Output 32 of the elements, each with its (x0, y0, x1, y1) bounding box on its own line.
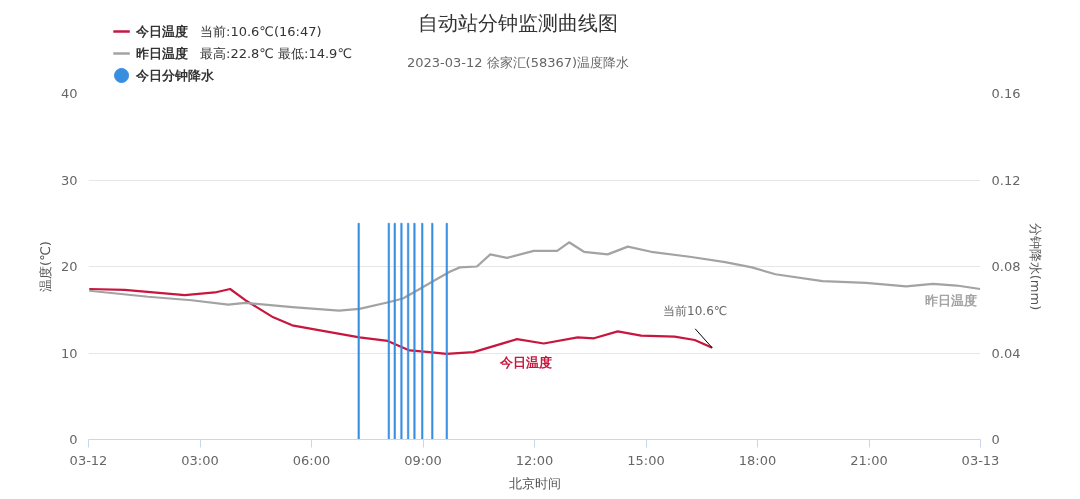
y2-tick-label: 0.12 (991, 172, 1021, 188)
y-tick-label: 30 (60, 172, 78, 188)
x-tick-label: 15:00 (627, 452, 665, 468)
y2-tick-label: 0 (991, 432, 1000, 447)
x-tick-label: 06:00 (292, 452, 331, 468)
y-tick-label: 0 (69, 432, 78, 447)
x-tick-label: 21:00 (850, 452, 888, 468)
text: 今日温度 (499, 355, 552, 370)
y2-tick-label: 0.16 (991, 86, 1021, 101)
x-axis-title: 北京时间 (508, 475, 561, 491)
text: 昨日温度 (924, 293, 977, 308)
y-tick-label: 40 (60, 86, 78, 101)
chart-subtitle: 2023-03-12 徐家汇(58367)温度降水 (406, 55, 630, 70)
y-axis-title: 温度(℃) (37, 241, 53, 292)
text: 当前:10.6℃(16:47) (200, 24, 322, 39)
y2-tick-label: 0.08 (991, 259, 1021, 274)
y2-axis-title: 分钟降水(mm) (1028, 222, 1044, 311)
x-tick-label: 03-12 (69, 452, 108, 468)
y-tick-label: 10 (60, 345, 78, 361)
chart-title: 自动站分钟监测曲线图 (417, 10, 618, 35)
y2-tick-label: 0.04 (991, 345, 1021, 361)
legend-label: 今日分钟降水 (134, 68, 215, 83)
x-tick-label: 03:00 (181, 452, 219, 468)
x-tick-label: 03-13 (961, 452, 1000, 468)
x-tick-label: 09:00 (404, 452, 442, 468)
legend-label: 今日温度 (134, 24, 188, 39)
annotation: 当前10.6℃ (663, 303, 728, 318)
legend-label: 昨日温度 (135, 46, 188, 61)
x-tick-label: 18:00 (738, 452, 777, 468)
x-tick-label: 12:00 (515, 452, 554, 468)
y-tick-label: 20 (60, 259, 78, 274)
text: 最高:22.8℃ 最低:14.9℃ (200, 46, 352, 61)
